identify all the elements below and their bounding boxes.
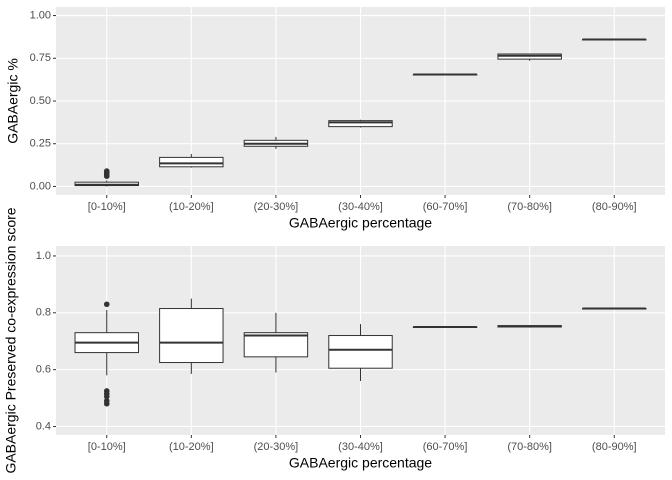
x-tick-label: [0-10%] [88,201,126,213]
x-tick-label: (10-20%] [169,201,214,213]
box [328,120,393,128]
y-tick-label: 0.4 [36,420,51,432]
y-tick-label: 0.6 [36,364,51,376]
y-tick-label: 0.50 [30,95,51,107]
x-tick-label: (80-90%] [592,441,637,453]
x-tick-label: (10-20%] [169,441,214,453]
y-tick-label: 1.0 [36,250,51,262]
x-tick-label: (70-80%] [507,201,552,213]
x-tick-label: (30-40%] [338,441,383,453]
x-tick-label: (60-70%] [423,441,468,453]
box [159,156,224,168]
y-tick-label: 0.00 [30,180,51,192]
y-tick-label: 1.00 [30,9,51,21]
x-tick-label: (70-80%] [507,441,552,453]
x-tick-label: (80-90%] [592,201,637,213]
outlier [103,393,110,400]
box [243,332,309,358]
y-tick-label: 0.8 [36,307,51,319]
x-tick-label: (60-70%] [423,201,468,213]
x-tick-label: [0-10%] [88,441,126,453]
outlier [103,400,110,407]
outlier [103,168,110,174]
x-tick-label: (30-40%] [338,201,383,213]
x-tick-label: (20-30%] [254,201,299,213]
y-axis-title: GABAergic % [5,58,21,144]
x-axis-title: GABAergic percentage [289,455,432,471]
y-tick-label: 0.75 [30,52,51,64]
x-tick-label: (20-30%] [254,441,299,453]
x-axis-title: GABAergic percentage [289,215,432,231]
y-axis-title: GABAergic Preserved co-expression score [3,207,19,473]
y-tick-label: 0.25 [30,138,51,150]
outlier [103,301,110,308]
box [328,335,393,369]
box [159,308,224,364]
